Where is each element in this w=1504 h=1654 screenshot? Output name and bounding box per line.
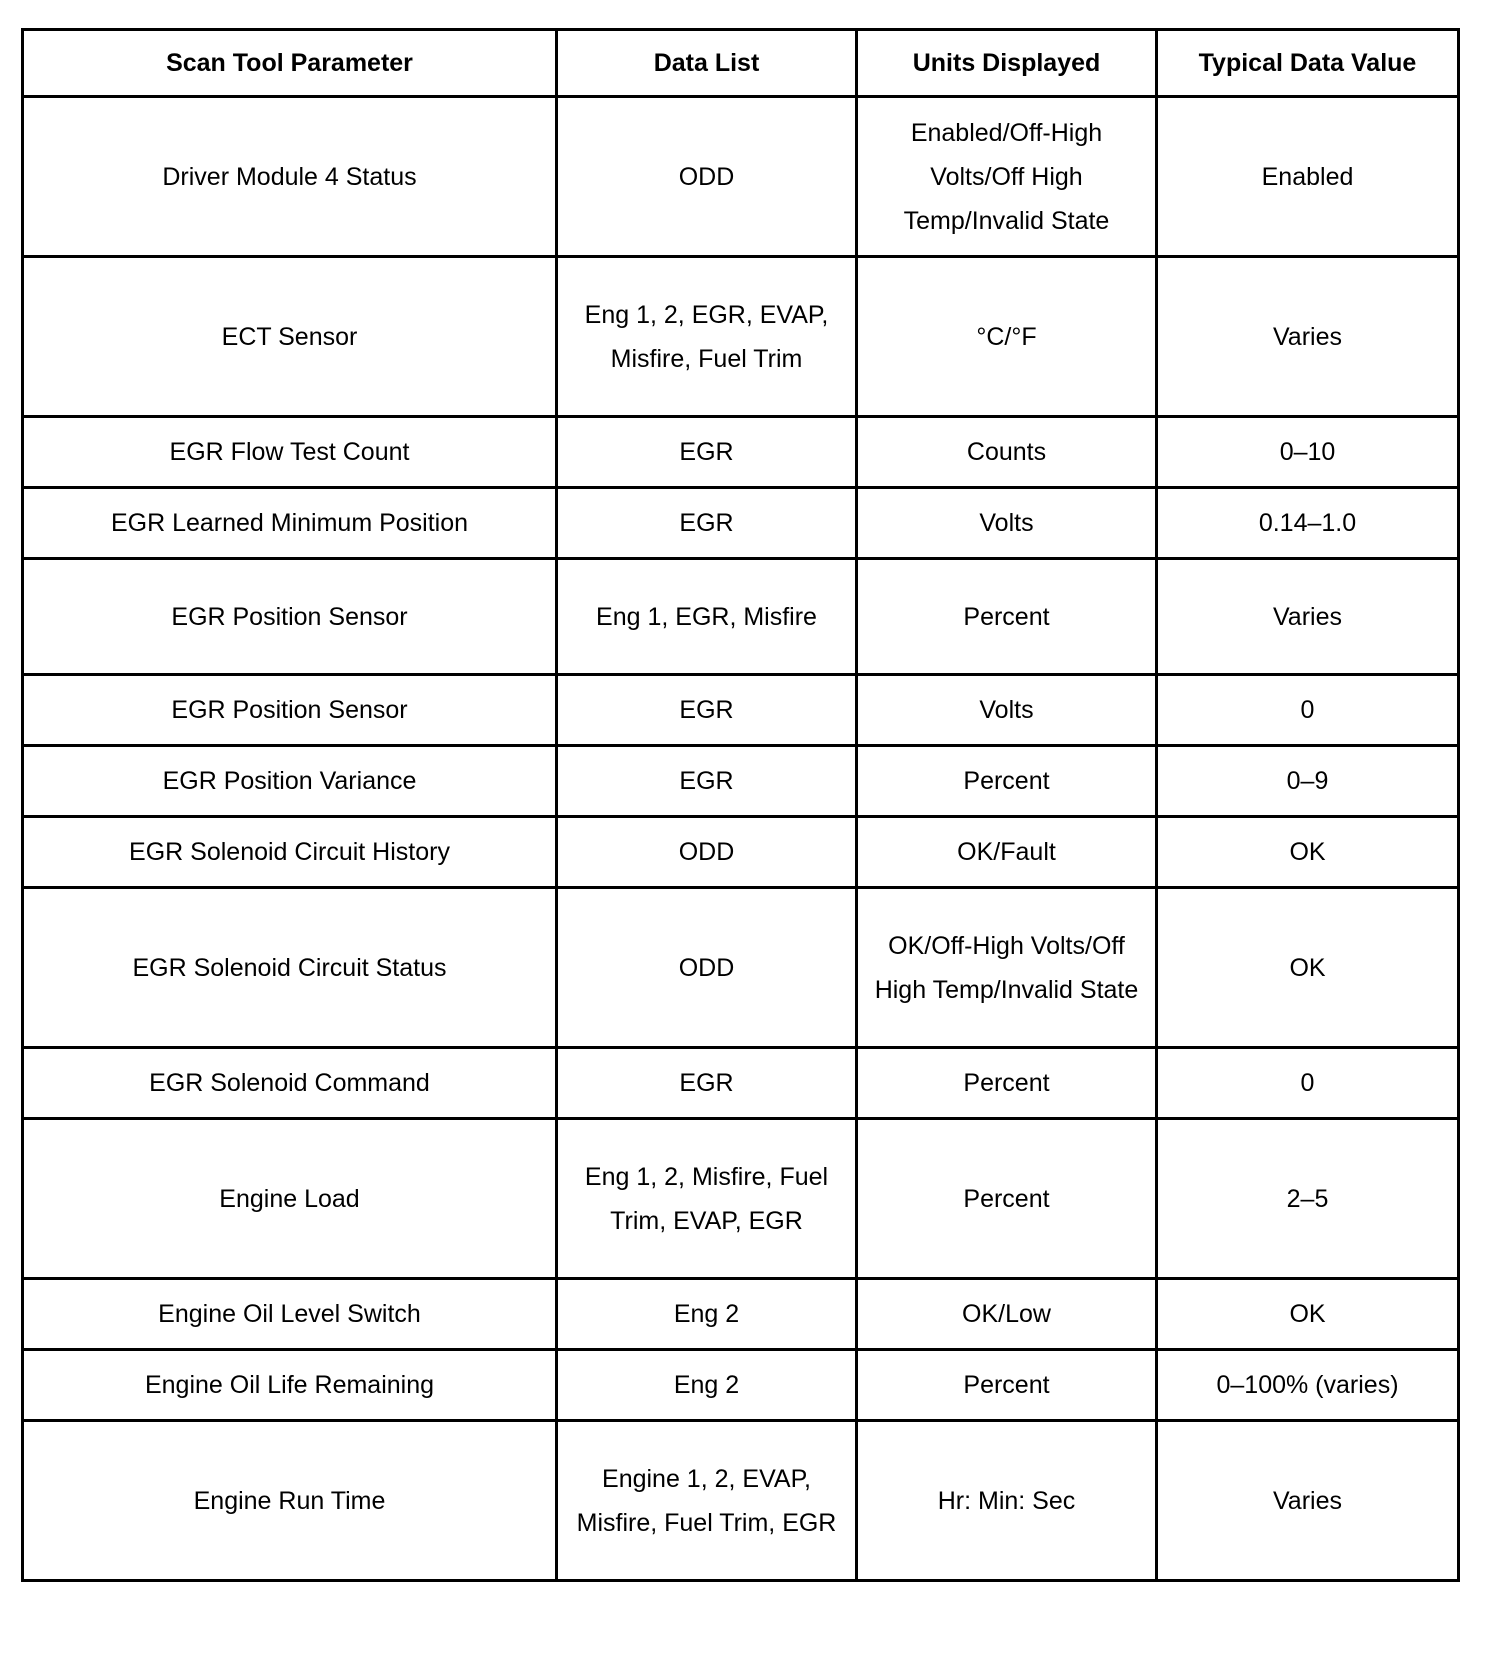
typical-value-cell: OK	[1155, 886, 1460, 1049]
units-cell: Percent	[855, 557, 1158, 676]
data-list-cell: EGR	[555, 744, 858, 818]
data-list-cell: ODD	[555, 815, 858, 889]
units-cell: Volts	[855, 673, 1158, 747]
data-list-cell: EGR	[555, 415, 858, 489]
typical-value-cell: Varies	[1155, 255, 1460, 418]
typical-value-cell: 0–9	[1155, 744, 1460, 818]
parameter-cell: Driver Module 4 Status	[21, 95, 558, 258]
parameter-cell: EGR Solenoid Circuit Status	[21, 886, 558, 1049]
typical-value-cell: 2–5	[1155, 1117, 1460, 1280]
data-list-cell: EGR	[555, 673, 858, 747]
parameter-cell: EGR Position Sensor	[21, 673, 558, 747]
header-units-displayed: Units Displayed	[855, 28, 1158, 98]
typical-value-cell: 0	[1155, 1046, 1460, 1120]
units-cell: Counts	[855, 415, 1158, 489]
data-list-cell: Eng 1, 2, EGR, EVAP, Misfire, Fuel Trim	[555, 255, 858, 418]
header-data-list: Data List	[555, 28, 858, 98]
units-cell: Percent	[855, 1117, 1158, 1280]
parameter-cell: EGR Solenoid Circuit History	[21, 815, 558, 889]
table-row: Engine Oil Life Remaining Eng 2 Percent 0–1…	[21, 1348, 1460, 1422]
typical-value-cell: 0–10	[1155, 415, 1460, 489]
table-row: ECT Sensor Eng 1, 2, EGR, EVAP, Misfire, …	[21, 255, 1460, 418]
units-cell: Percent	[855, 1348, 1158, 1422]
units-cell: Percent	[855, 744, 1158, 818]
units-cell: OK/Low	[855, 1277, 1158, 1351]
units-cell: OK/Off-High Volts/Off High Temp/Invalid …	[855, 886, 1158, 1049]
header-row: Scan Tool Parameter Data List Units Disp…	[21, 28, 1460, 98]
table-row: EGR Position Sensor EGR Volts 0	[21, 673, 1460, 747]
typical-value-cell: 0.14–1.0	[1155, 486, 1460, 560]
table-row: EGR Solenoid Command EGR Percent 0	[21, 1046, 1460, 1120]
units-cell: Hr: Min: Sec	[855, 1419, 1158, 1582]
data-list-cell: ODD	[555, 886, 858, 1049]
table-row: EGR Position Sensor Eng 1, EGR, Misfire Pe…	[21, 557, 1460, 676]
typical-value-cell: Varies	[1155, 557, 1460, 676]
data-list-cell: Eng 2	[555, 1277, 858, 1351]
table-row: Driver Module 4 Status ODD Enabled/Off-Hig…	[21, 95, 1460, 258]
header-typical-data-value: Typical Data Value	[1155, 28, 1460, 98]
table-row: EGR Flow Test Count EGR Counts 0–10	[21, 415, 1460, 489]
typical-value-cell: OK	[1155, 1277, 1460, 1351]
typical-value-cell: Enabled	[1155, 95, 1460, 258]
header-scan-tool-parameter: Scan Tool Parameter	[21, 28, 558, 98]
data-list-cell: EGR	[555, 486, 858, 560]
table-row: EGR Position Variance EGR Percent 0–9	[21, 744, 1460, 818]
units-cell: Enabled/Off-High Volts/Off High Temp/Inv…	[855, 95, 1158, 258]
data-list-cell: Engine 1, 2, EVAP, Misfire, Fuel Trim, E…	[555, 1419, 858, 1582]
units-cell: Volts	[855, 486, 1158, 560]
table-row: Engine Oil Level Switch Eng 2 OK/Low OK	[21, 1277, 1460, 1351]
parameter-cell: EGR Solenoid Command	[21, 1046, 558, 1120]
typical-value-cell: OK	[1155, 815, 1460, 889]
table-row: Engine Run Time Engine 1, 2, EVAP, Misfir…	[21, 1419, 1460, 1582]
parameter-cell: Engine Load	[21, 1117, 558, 1280]
parameter-cell: Engine Oil Life Remaining	[21, 1348, 558, 1422]
scan-tool-parameter-table: Scan Tool Parameter Data List Units Disp…	[21, 28, 1460, 1582]
parameter-cell: EGR Learned Minimum Position	[21, 486, 558, 560]
units-cell: OK/Fault	[855, 815, 1158, 889]
typical-value-cell: Varies	[1155, 1419, 1460, 1582]
data-list-cell: EGR	[555, 1046, 858, 1120]
parameter-cell: Engine Oil Level Switch	[21, 1277, 558, 1351]
parameter-cell: EGR Position Variance	[21, 744, 558, 818]
table-row: EGR Solenoid Circuit Status ODD OK/Off-Hig…	[21, 886, 1460, 1049]
table-row: EGR Solenoid Circuit History ODD OK/Fault O…	[21, 815, 1460, 889]
parameter-cell: EGR Position Sensor	[21, 557, 558, 676]
typical-value-cell: 0	[1155, 673, 1460, 747]
data-list-cell: Eng 1, 2, Misfire, Fuel Trim, EVAP, EGR	[555, 1117, 858, 1280]
data-list-cell: Eng 1, EGR, Misfire	[555, 557, 858, 676]
table-row: Engine Load Eng 1, 2, Misfire, Fuel Trim,…	[21, 1117, 1460, 1280]
parameter-cell: ECT Sensor	[21, 255, 558, 418]
data-list-cell: ODD	[555, 95, 858, 258]
units-cell: °C/°F	[855, 255, 1158, 418]
typical-value-cell: 0–100% (varies)	[1155, 1348, 1460, 1422]
table-row: EGR Learned Minimum Position EGR Volts 0.14…	[21, 486, 1460, 560]
parameter-cell: EGR Flow Test Count	[21, 415, 558, 489]
parameter-cell: Engine Run Time	[21, 1419, 558, 1582]
data-list-cell: Eng 2	[555, 1348, 858, 1422]
units-cell: Percent	[855, 1046, 1158, 1120]
